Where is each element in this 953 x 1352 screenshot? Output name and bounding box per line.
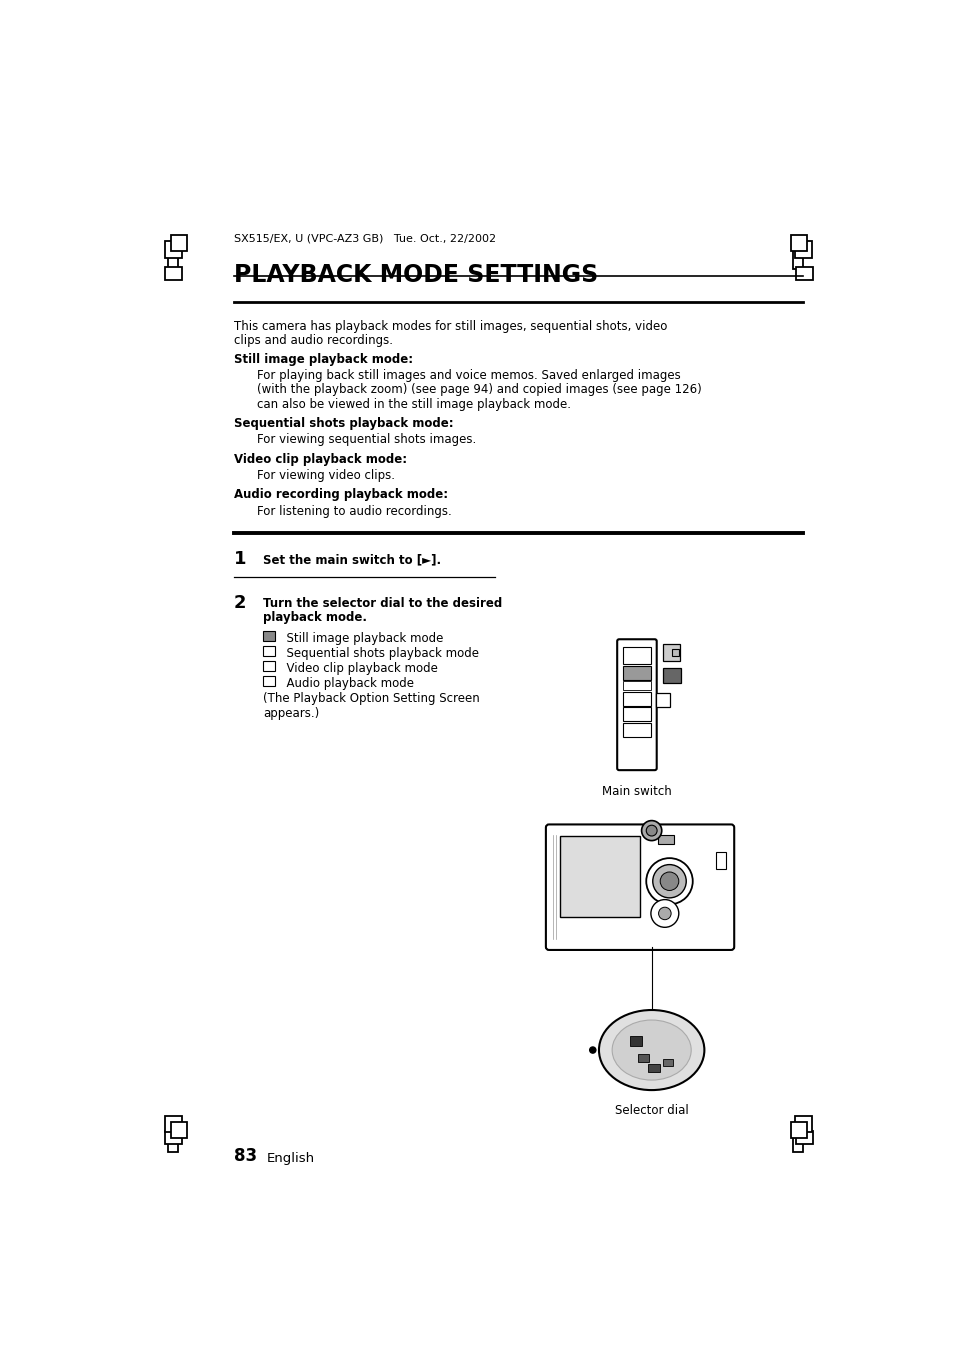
Circle shape bbox=[658, 907, 670, 919]
Bar bbox=[559, 836, 639, 917]
Bar bbox=[795, 266, 812, 280]
Circle shape bbox=[652, 864, 685, 898]
Text: playback mode.: playback mode. bbox=[263, 611, 367, 625]
Bar bbox=[661, 645, 679, 661]
Bar bbox=[622, 707, 650, 721]
Text: Set the main switch to [►].: Set the main switch to [►]. bbox=[263, 553, 441, 566]
Bar bbox=[263, 661, 275, 671]
Bar bbox=[622, 681, 650, 691]
Text: PLAYBACK MODE SETTINGS: PLAYBACK MODE SETTINGS bbox=[233, 264, 598, 287]
Bar bbox=[622, 723, 650, 737]
Text: 83: 83 bbox=[233, 1146, 256, 1165]
Text: Video clip playback mode: Video clip playback mode bbox=[278, 662, 437, 675]
Bar bbox=[662, 1059, 672, 1067]
Bar bbox=[168, 1129, 178, 1152]
Text: For viewing video clips.: For viewing video clips. bbox=[257, 469, 395, 481]
Bar bbox=[658, 836, 673, 845]
Text: For playing back still images and voice memos. Saved enlarged images: For playing back still images and voice … bbox=[257, 369, 680, 383]
Text: (with the playback zoom) (see page 94) and copied images (see page 126): (with the playback zoom) (see page 94) a… bbox=[257, 384, 701, 396]
Text: Still image playback mode: Still image playback mode bbox=[278, 633, 443, 645]
Bar bbox=[165, 1115, 182, 1133]
Text: Audio playback mode: Audio playback mode bbox=[278, 677, 414, 691]
Text: Video clip playback mode:: Video clip playback mode: bbox=[233, 453, 407, 465]
Text: SX515/EX, U (VPC-AZ3 GB)   Tue. Oct., 22/2002: SX515/EX, U (VPC-AZ3 GB) Tue. Oct., 22/2… bbox=[233, 233, 496, 243]
Bar bbox=[795, 241, 812, 258]
Bar bbox=[263, 676, 275, 685]
Bar bbox=[795, 1115, 812, 1133]
Circle shape bbox=[659, 872, 679, 891]
Bar bbox=[171, 235, 187, 250]
Bar bbox=[622, 648, 650, 664]
Text: (The Playback Option Setting Screen: (The Playback Option Setting Screen bbox=[263, 692, 479, 706]
Bar bbox=[637, 1055, 648, 1061]
Text: Selector dial: Selector dial bbox=[614, 1105, 688, 1117]
Bar bbox=[622, 692, 650, 706]
Bar bbox=[792, 246, 802, 269]
Bar bbox=[629, 1036, 641, 1046]
Bar bbox=[792, 1129, 802, 1152]
Bar bbox=[168, 246, 178, 269]
Bar bbox=[165, 241, 182, 258]
Bar bbox=[671, 649, 678, 656]
Text: appears.): appears.) bbox=[263, 707, 319, 721]
Text: 2: 2 bbox=[233, 594, 246, 612]
Ellipse shape bbox=[612, 1019, 691, 1080]
Bar bbox=[165, 1130, 182, 1144]
Bar bbox=[263, 631, 275, 641]
Text: can also be viewed in the still image playback mode.: can also be viewed in the still image pl… bbox=[257, 397, 571, 411]
Bar bbox=[165, 266, 182, 280]
Bar bbox=[263, 646, 275, 656]
Text: For viewing sequential shots images.: For viewing sequential shots images. bbox=[257, 434, 476, 446]
Bar bbox=[790, 235, 806, 250]
Circle shape bbox=[645, 859, 692, 904]
Bar bbox=[715, 852, 725, 869]
Text: Sequential shots playback mode:: Sequential shots playback mode: bbox=[233, 416, 453, 430]
Circle shape bbox=[650, 899, 679, 927]
Bar bbox=[790, 1122, 806, 1138]
Bar bbox=[795, 1130, 812, 1144]
Bar bbox=[622, 665, 650, 680]
Text: Still image playback mode:: Still image playback mode: bbox=[233, 353, 413, 366]
Text: Sequential shots playback mode: Sequential shots playback mode bbox=[278, 648, 478, 660]
Text: clips and audio recordings.: clips and audio recordings. bbox=[233, 334, 393, 347]
Bar bbox=[661, 668, 680, 683]
Circle shape bbox=[641, 821, 661, 841]
Circle shape bbox=[645, 825, 657, 836]
Text: This camera has playback modes for still images, sequential shots, video: This camera has playback modes for still… bbox=[233, 320, 667, 333]
Bar bbox=[171, 1122, 187, 1138]
Bar bbox=[656, 692, 670, 707]
Polygon shape bbox=[658, 695, 668, 706]
Bar bbox=[647, 1064, 659, 1072]
Text: Turn the selector dial to the desired: Turn the selector dial to the desired bbox=[263, 598, 502, 610]
Text: English: English bbox=[266, 1152, 314, 1165]
Text: Audio recording playback mode:: Audio recording playback mode: bbox=[233, 488, 448, 502]
Text: 1: 1 bbox=[233, 550, 246, 568]
FancyBboxPatch shape bbox=[545, 825, 734, 950]
Text: For listening to audio recordings.: For listening to audio recordings. bbox=[257, 504, 452, 518]
Circle shape bbox=[589, 1046, 596, 1053]
Text: Main switch: Main switch bbox=[601, 786, 671, 798]
FancyBboxPatch shape bbox=[617, 639, 656, 771]
Ellipse shape bbox=[598, 1010, 703, 1090]
